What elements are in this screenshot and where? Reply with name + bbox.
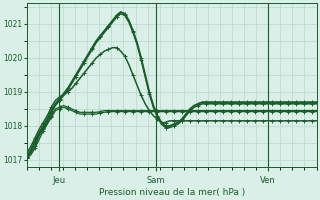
X-axis label: Pression niveau de la mer( hPa ): Pression niveau de la mer( hPa ) — [99, 188, 245, 197]
